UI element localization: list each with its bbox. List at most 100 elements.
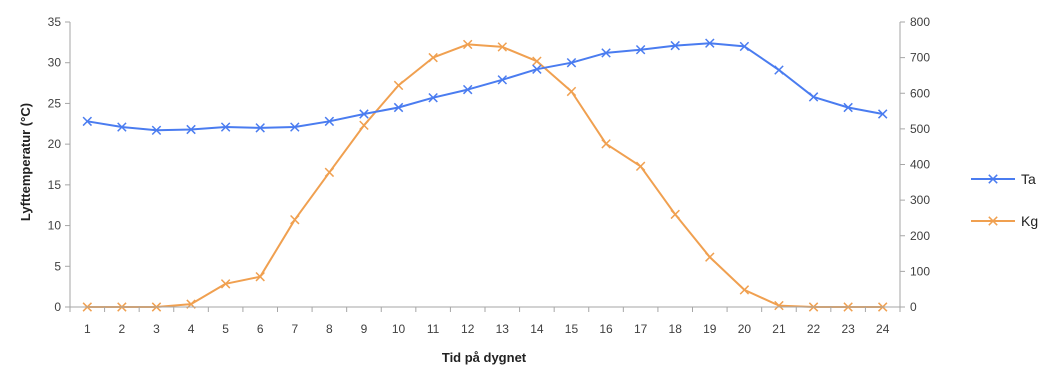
data-point: [255, 123, 265, 133]
data-point-stroke: [324, 167, 335, 178]
x-tick-label: 1: [84, 322, 91, 336]
data-point: [186, 124, 196, 135]
x-tick-label: 5: [222, 322, 229, 336]
data-point: [151, 125, 162, 136]
data-point: [566, 86, 577, 97]
data-point-stroke: [324, 116, 335, 127]
y2-tick-label: 0: [910, 300, 917, 314]
data-point-stroke: [290, 122, 300, 132]
x-tick-label: 4: [188, 322, 195, 336]
data-point: [670, 209, 680, 220]
y2-tick-label: 800: [910, 15, 930, 29]
data-point: [877, 109, 888, 119]
data-point-stroke: [117, 122, 127, 132]
data-point-stroke: [255, 123, 265, 133]
data-point-stroke: [635, 44, 646, 55]
x-tick-label: 3: [153, 322, 160, 336]
data-point: [393, 102, 404, 113]
y-axis-title: Lyfttemperatur (°C): [18, 103, 33, 221]
data-point-stroke: [462, 84, 473, 95]
data-point-stroke: [393, 80, 404, 91]
x-tick-label: 14: [530, 322, 544, 336]
legend-item-kg: Kg: [971, 213, 1038, 229]
data-point: [843, 102, 853, 113]
data-point: [988, 174, 998, 184]
data-point-stroke: [988, 216, 998, 226]
data-point: [635, 161, 646, 172]
data-point-stroke: [359, 120, 369, 131]
x-axis-title: Tid på dygnet: [442, 350, 527, 365]
y2-tick-label: 500: [910, 122, 930, 136]
y-tick-label: 25: [48, 96, 62, 110]
data-point: [462, 84, 473, 95]
data-point: [601, 48, 611, 58]
data-point-stroke: [739, 41, 750, 52]
y-tick-label: 5: [54, 259, 61, 273]
data-point-stroke: [635, 161, 646, 172]
x-tick-label: 12: [461, 322, 475, 336]
series-kg: [82, 39, 888, 312]
data-point: [393, 80, 404, 91]
y-tick-label: 10: [48, 219, 62, 233]
data-point-stroke: [497, 42, 508, 52]
data-point-stroke: [566, 86, 577, 97]
x-tick-label: 20: [738, 322, 752, 336]
data-point-stroke: [705, 38, 715, 48]
x-tick-label: 2: [119, 322, 126, 336]
axes: 0510152025303501002003004005006007008001…: [48, 15, 931, 336]
y-tick-label: 30: [48, 56, 62, 70]
data-point-stroke: [428, 52, 438, 63]
x-tick-label: 7: [291, 322, 298, 336]
y2-tick-label: 700: [910, 51, 930, 65]
data-point: [117, 122, 127, 132]
data-point-stroke: [220, 122, 231, 132]
data-point: [497, 75, 508, 85]
data-point: [601, 139, 611, 149]
x-tick-label: 9: [361, 322, 368, 336]
x-tick-label: 17: [634, 322, 648, 336]
data-point: [359, 120, 369, 131]
series-ta: [82, 38, 888, 136]
legend-label: Ta: [1021, 171, 1036, 187]
x-tick-label: 18: [669, 322, 683, 336]
data-point-stroke: [359, 109, 369, 119]
data-point: [290, 214, 300, 225]
data-point: [705, 252, 715, 262]
legend-item-ta: Ta: [971, 171, 1036, 187]
y2-tick-label: 400: [910, 158, 930, 172]
data-point-stroke: [428, 92, 438, 103]
legend-label: Kg: [1021, 213, 1038, 229]
data-point-stroke: [462, 39, 473, 50]
data-point-stroke: [601, 139, 611, 149]
data-point: [774, 65, 784, 75]
data-point-stroke: [255, 271, 265, 282]
y2-tick-label: 600: [910, 86, 930, 100]
data-point-stroke: [670, 40, 680, 51]
x-tick-label: 16: [599, 322, 613, 336]
data-point-stroke: [601, 48, 611, 58]
x-tick-label: 13: [496, 322, 510, 336]
data-point: [566, 57, 577, 68]
data-point-stroke: [151, 125, 162, 136]
data-point-stroke: [566, 57, 577, 68]
data-point: [82, 116, 93, 127]
data-point-stroke: [843, 102, 853, 113]
data-point: [532, 64, 542, 74]
data-point: [808, 92, 819, 102]
x-tick-label: 19: [703, 322, 717, 336]
data-point-stroke: [808, 92, 819, 102]
x-tick-label: 21: [772, 322, 786, 336]
data-point: [774, 300, 784, 311]
data-point-stroke: [186, 124, 196, 135]
data-point: [359, 109, 369, 119]
data-point: [988, 216, 998, 226]
data-point-stroke: [774, 300, 784, 311]
data-point-stroke: [393, 102, 404, 113]
data-point: [324, 116, 335, 127]
data-point: [705, 38, 715, 48]
y-tick-label: 15: [48, 178, 62, 192]
data-point-stroke: [877, 109, 888, 119]
series-line: [87, 43, 883, 308]
data-point: [635, 44, 646, 55]
